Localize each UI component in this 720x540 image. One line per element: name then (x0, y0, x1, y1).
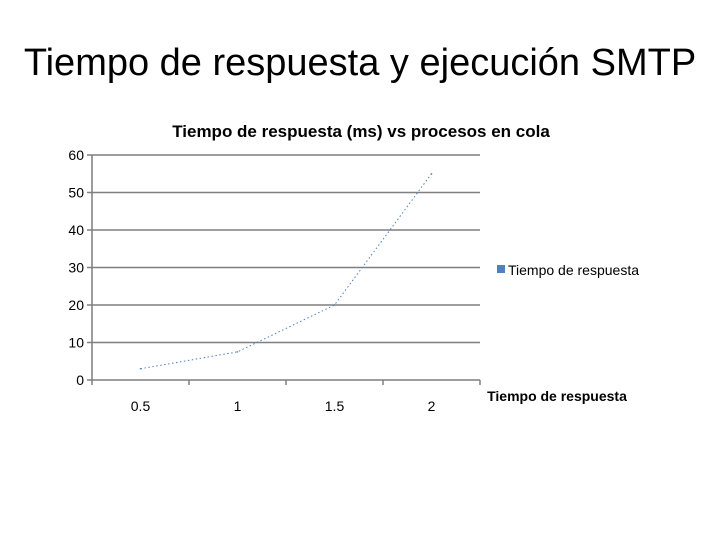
y-tick-label: 20 (68, 297, 84, 313)
series-layer (139, 172, 433, 370)
x-tick-label: 0.5 (131, 398, 151, 414)
y-tick-label: 30 (68, 260, 84, 276)
y-tick-label: 60 (68, 147, 84, 163)
series-line (140, 173, 432, 370)
x-tick-label: 1.5 (325, 398, 345, 414)
x-tick-label: 1 (234, 398, 242, 414)
x-tick-label: 2 (428, 398, 436, 414)
x-axis-title: Tiempo de respuesta (487, 388, 627, 404)
axes (91, 155, 480, 381)
data-point (430, 172, 433, 175)
x-axis-ticks: 0.5 1 1.5 2 (91, 380, 481, 414)
chart-title: Tiempo de respuesta (ms) vs procesos en … (172, 122, 550, 141)
grid-lines (92, 154, 480, 344)
data-point (236, 351, 239, 353)
data-point (333, 304, 336, 306)
data-point (139, 367, 142, 370)
y-axis-ticks: 0 10 20 30 40 50 60 (68, 147, 92, 388)
legend-label: Tiempo de respuesta (508, 262, 639, 278)
y-tick-label: 40 (68, 222, 84, 238)
y-tick-label: 10 (68, 335, 84, 351)
legend: Tiempo de respuesta (497, 262, 639, 278)
y-tick-label: 50 (68, 185, 84, 201)
slide-title: Tiempo de respuesta y ejecución SMTP (23, 42, 697, 84)
y-tick-label: 0 (76, 372, 84, 388)
legend-swatch (497, 265, 505, 273)
